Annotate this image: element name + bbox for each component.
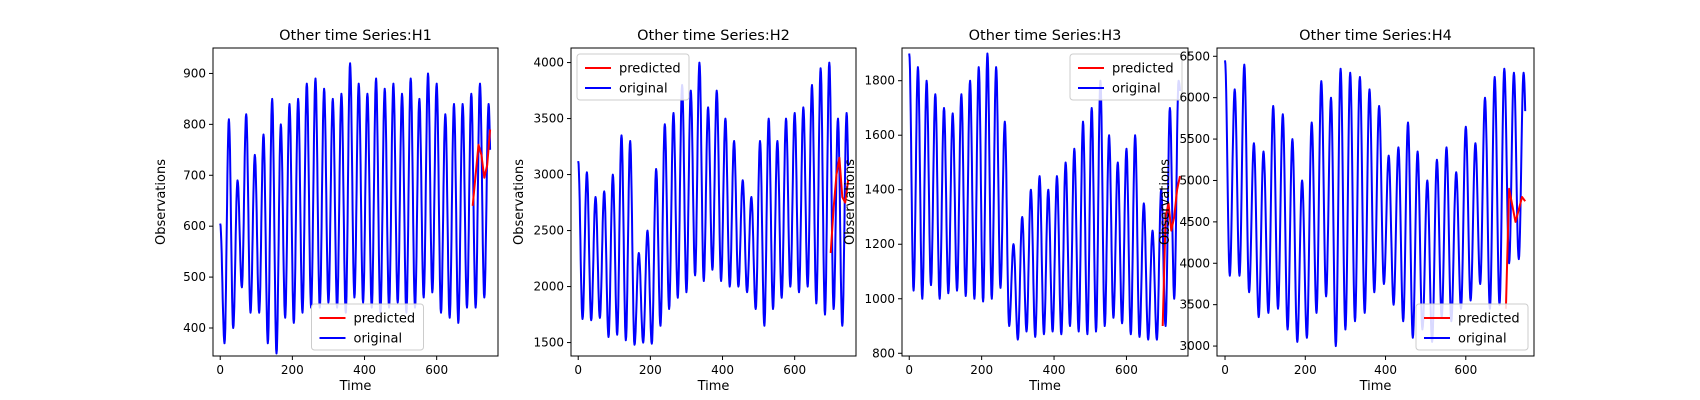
series-original [219,62,492,355]
subplot-1: 0 200 400 600 400 500 600 700 800 900 Other time S… [154,28,499,394]
y-tick-label: 4000 [533,56,564,70]
x-tick-label: 400 [1043,363,1066,377]
y-tick-label: 600 [183,219,206,233]
x-tick-label: 200 [970,363,993,377]
chart-title: Other time Series:H2 [637,28,790,44]
y-tick-label: 1600 [864,128,895,142]
y-tick-label: 5000 [1179,173,1210,187]
series-original [1224,60,1527,348]
legend: predicted original [1415,303,1529,351]
x-tick-label: 0 [1221,363,1229,377]
axes-frame [1216,47,1535,357]
x-tick-label: 0 [216,363,224,377]
y-tick-label: 1800 [864,74,895,88]
chart-title: Other time Series:H1 [279,28,432,44]
y-tick-label: 3500 [533,112,564,126]
subplot-2: 0 200 400 600 1500 2000 2500 3000 3500 4000 Other … [512,28,857,394]
x-tick-label: 200 [639,363,662,377]
y-axis-label: Observations [1158,159,1173,245]
x-tick-label: 600 [1115,363,1138,377]
axes-frame [901,47,1189,357]
legend-label-predicted: predicted [1458,312,1520,327]
y-tick-label: 1200 [864,237,895,251]
legend-label-predicted: predicted [1112,62,1174,77]
y-axis-label: Observations [154,159,169,245]
x-tick-label: 400 [353,363,376,377]
y-tick-label: 2500 [533,224,564,238]
x-tick-label: 600 [425,363,448,377]
legend-label-original: original [1112,82,1161,97]
y-tick-label: 6000 [1179,91,1210,105]
y-tick-label: 3000 [533,168,564,182]
y-tick-label: 6500 [1179,49,1210,63]
chart-title: Other time Series:H4 [1299,28,1452,44]
x-tick-label: 0 [905,363,913,377]
series-predicted [829,156,850,254]
subplot-3: 0 200 400 600 800 1000 1200 1400 1600 1800 Other t… [843,28,1189,394]
series-predicted [1504,187,1526,309]
subplot-4: 0 200 400 600 3000 3500 4000 4500 5000 5500 6000 65… [1158,28,1535,394]
y-tick-label: 3500 [1179,298,1210,312]
x-tick-label: 200 [281,363,304,377]
series-original [908,52,1181,341]
legend: predicted original [576,53,690,101]
series-original [577,61,850,346]
legend: predicted original [311,303,424,351]
legend: predicted original [1069,53,1183,101]
legend-label-predicted: predicted [354,312,416,327]
y-tick-label: 1500 [533,336,564,350]
x-axis-label: Time [339,379,372,394]
series-predicted [1161,175,1181,327]
x-tick-label: 600 [783,363,806,377]
y-tick-label: 700 [183,168,206,182]
y-tick-label: 500 [183,270,206,284]
series-predicted [471,129,492,206]
legend-label-original: original [619,82,668,97]
axes-frame [570,47,857,357]
y-tick-label: 3000 [1179,339,1210,353]
y-tick-label: 800 [872,346,895,360]
y-tick-label: 1000 [864,292,895,306]
y-tick-label: 4500 [1179,215,1210,229]
y-tick-label: 5500 [1179,132,1210,146]
x-tick-label: 0 [574,363,582,377]
legend-label-original: original [354,332,403,347]
x-axis-label: Time [1359,379,1392,394]
chart-title: Other time Series:H3 [969,28,1122,44]
x-tick-label: 200 [1294,363,1317,377]
y-axis-label: Observations [512,159,527,245]
x-tick-label: 400 [711,363,734,377]
legend-label-original: original [1458,332,1507,347]
axes-frame [212,47,499,357]
y-tick-label: 800 [183,117,206,131]
y-tick-label: 2000 [533,280,564,294]
y-tick-label: 400 [183,321,206,335]
x-axis-label: Time [697,379,730,394]
y-tick-label: 1400 [864,183,895,197]
x-axis-label: Time [1028,379,1061,394]
x-tick-label: 600 [1454,363,1477,377]
y-tick-label: 900 [183,66,206,80]
y-axis-label: Observations [843,159,858,245]
x-tick-label: 400 [1374,363,1397,377]
legend-label-predicted: predicted [619,62,681,77]
y-tick-label: 4000 [1179,256,1210,270]
